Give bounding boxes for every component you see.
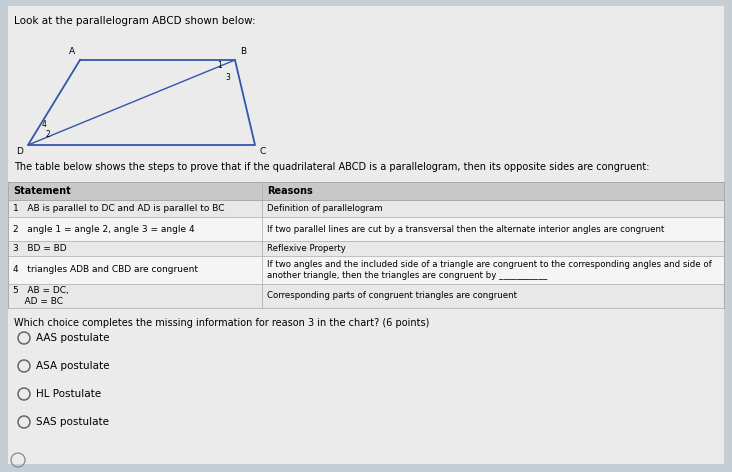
Bar [8, 284, 724, 308]
Text: A: A [69, 47, 75, 56]
Text: 2   angle 1 = angle 2, angle 3 = angle 4: 2 angle 1 = angle 2, angle 3 = angle 4 [13, 225, 195, 234]
Text: 1   AB is parallel to DC and AD is parallel to BC: 1 AB is parallel to DC and AD is paralle… [13, 204, 225, 213]
Text: C: C [260, 147, 266, 156]
Text: SAS postulate: SAS postulate [36, 417, 109, 427]
Bar [8, 256, 724, 284]
Text: 5   AB = DC,
    AD = BC: 5 AB = DC, AD = BC [13, 287, 69, 306]
Text: AAS postulate: AAS postulate [36, 333, 110, 343]
Text: Reasons: Reasons [267, 186, 313, 196]
Text: Reflexive Property: Reflexive Property [267, 244, 346, 253]
Text: If two parallel lines are cut by a transversal then the alternate interior angle: If two parallel lines are cut by a trans… [267, 225, 665, 234]
Text: ASA postulate: ASA postulate [36, 361, 110, 371]
Text: If two angles and the included side of a triangle are congruent to the correspon: If two angles and the included side of a… [267, 260, 712, 280]
Text: The table below shows the steps to prove that if the quadrilateral ABCD is a par: The table below shows the steps to prove… [14, 162, 649, 172]
Text: Statement: Statement [13, 186, 71, 196]
Text: 2: 2 [46, 130, 51, 139]
Bar [8, 182, 724, 200]
Text: B: B [240, 47, 246, 56]
Text: HL Postulate: HL Postulate [36, 389, 101, 399]
Text: 3   BD = BD: 3 BD = BD [13, 244, 67, 253]
Text: Corresponding parts of congruent triangles are congruent: Corresponding parts of congruent triangl… [267, 292, 518, 301]
Text: Definition of parallelogram: Definition of parallelogram [267, 204, 383, 213]
Bar [8, 241, 724, 256]
Text: 4: 4 [42, 120, 47, 129]
Text: Which choice completes the missing information for reason 3 in the chart? (6 poi: Which choice completes the missing infor… [14, 318, 430, 328]
Text: Look at the parallelogram ABCD shown below:: Look at the parallelogram ABCD shown bel… [14, 16, 255, 26]
Text: 4   triangles ADB and CBD are congruent: 4 triangles ADB and CBD are congruent [13, 265, 198, 275]
Text: 1: 1 [217, 61, 222, 70]
Text: D: D [16, 147, 23, 156]
Bar [8, 217, 724, 241]
Bar [8, 200, 724, 217]
Text: 3: 3 [225, 73, 230, 82]
